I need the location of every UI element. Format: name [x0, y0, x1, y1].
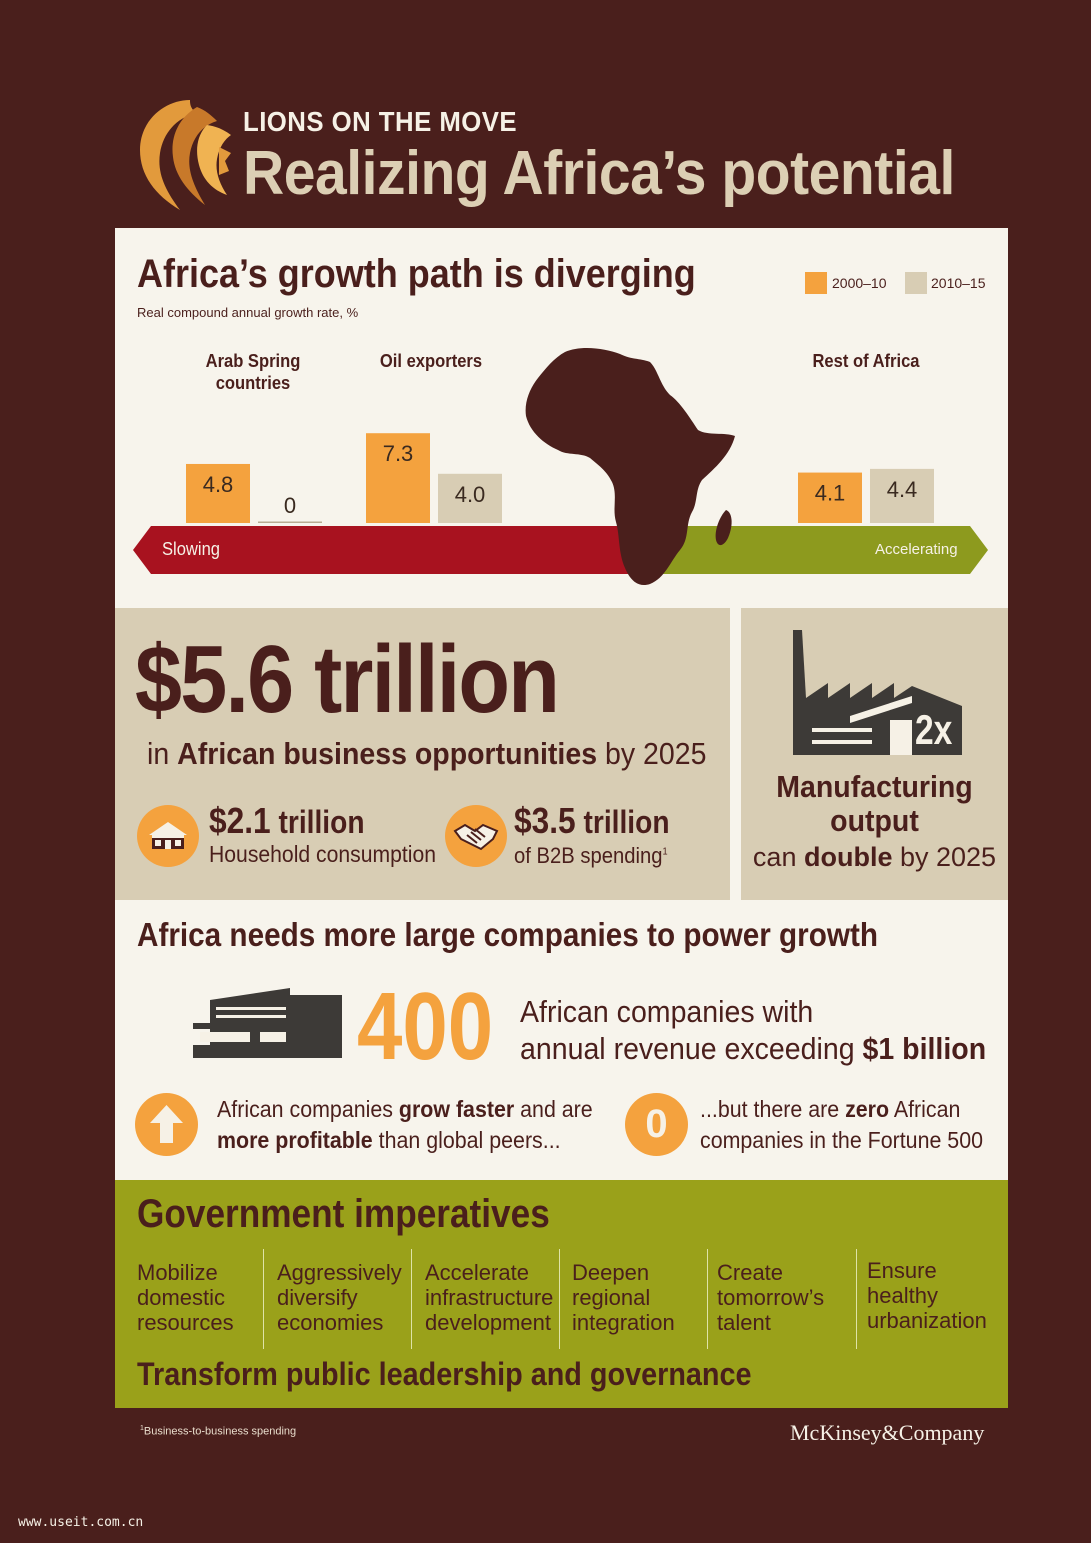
bar-oil-exporters-1 [438, 473, 502, 523]
government-title: Government imperatives [137, 1192, 550, 1236]
opportunities-panel [115, 608, 730, 900]
household-amount: $2.1 trillion [209, 800, 365, 841]
faster-growth-fact: African companies grow faster and are mor… [217, 1096, 593, 1153]
imperative-item: Aggressively diversify economies [277, 1260, 402, 1335]
legend-swatch-2000-10 [805, 272, 827, 294]
b2b-amount: $3.5 trillion [514, 800, 670, 841]
growth-bars: 4.8 7.3 4.1 0 4.0 4.4 [186, 433, 934, 523]
footnote: 1Business-to-business spending [140, 1425, 297, 1438]
bar-value-label: 7.3 [383, 441, 414, 466]
handshake-icon [453, 823, 499, 851]
bar-value-label: 0 [284, 493, 296, 518]
arrow-up-icon [150, 1105, 183, 1143]
bar-arab-spring-countries-0 [186, 463, 250, 523]
imperative-item: Deepen regional integration [572, 1260, 675, 1335]
bar-oil-exporters-0 [366, 433, 430, 523]
b2b-desc: of B2B spending1 [514, 843, 668, 868]
accelerating-label: Accelerating [875, 541, 958, 558]
house-icon [149, 822, 187, 849]
arrow-up-icon-circle [135, 1093, 198, 1156]
bar-value-label: 4.8 [203, 472, 234, 497]
header-kicker: LIONS ON THE MOVE [243, 106, 518, 137]
zero-label: 0 [645, 1102, 668, 1146]
handshake-icon-circle [445, 805, 507, 867]
opportunities-amount: $5.6 trillion [135, 626, 560, 733]
household-desc: Household consumption [209, 841, 437, 867]
africa-map-icon [525, 347, 735, 586]
lion-logo-icon [140, 100, 231, 210]
zero-circle: 0 [625, 1093, 688, 1156]
multiplier-label: 2x [915, 706, 953, 753]
category-label-arab-spring: Arab Spring countries [189, 350, 318, 394]
manufacturing-title: Manufacturing output [776, 769, 973, 838]
watermark: www.useit.com.cn [18, 1515, 144, 1530]
companies-desc: African companies with annual revenue exc… [520, 994, 987, 1066]
bar-value-label: 4.0 [455, 482, 486, 507]
direction-arrow [133, 526, 988, 574]
government-footer: Transform public leadership and governan… [137, 1356, 752, 1392]
imperative-item: Mobilize domestic resources [137, 1260, 234, 1335]
category-label-rest-of-africa: Rest of Africa [812, 351, 920, 371]
house-icon-circle [137, 805, 199, 867]
legend-label-2010-15: 2010–15 [931, 275, 986, 291]
imperative-divider [856, 1249, 857, 1349]
category-label-oil-exporters: Oil exporters [379, 351, 483, 371]
manufacturing-subtitle: can double by 2025 [752, 842, 997, 872]
legend-label-2000-10: 2000–10 [832, 275, 887, 291]
imperative-divider [559, 1249, 560, 1349]
imperative-divider [411, 1249, 412, 1349]
factory-icon [793, 630, 962, 755]
chart-subtitle: Real compound annual growth rate, % [137, 305, 359, 320]
opportunities-subtitle: in African business opportunities by 202… [147, 736, 707, 771]
companies-title: Africa needs more large companies to pow… [137, 916, 879, 953]
brand-logo: McKinsey&Company [790, 1420, 985, 1445]
panel-divider [730, 608, 741, 900]
imperative-divider [707, 1249, 708, 1349]
building-icon [193, 988, 342, 1058]
bar-rest-of-africa-1 [870, 468, 934, 523]
fortune-500-fact: ...but there are zero African companies i… [700, 1096, 984, 1153]
slowing-label: Slowing [162, 539, 221, 559]
imperative-divider [263, 1249, 264, 1349]
bar-rest-of-africa-0 [798, 472, 862, 523]
imperative-item: Ensure healthy urbanization [867, 1258, 987, 1333]
bar-arab-spring-countries-1 [258, 521, 322, 523]
category-label-text: Arab Spring countries [205, 351, 301, 393]
bar-value-label: 4.4 [887, 477, 918, 502]
bar-value-label: 4.1 [815, 481, 846, 506]
page-title: Realizing Africa’s potential [243, 139, 955, 208]
companies-count: 400 [357, 973, 494, 1080]
imperative-item: Create tomorrow’s talent [717, 1260, 825, 1335]
legend-swatch-2010-15 [905, 272, 927, 294]
imperative-item: Accelerate infrastructure development [425, 1260, 554, 1335]
chart-title: Africa’s growth path is diverging [137, 252, 696, 296]
